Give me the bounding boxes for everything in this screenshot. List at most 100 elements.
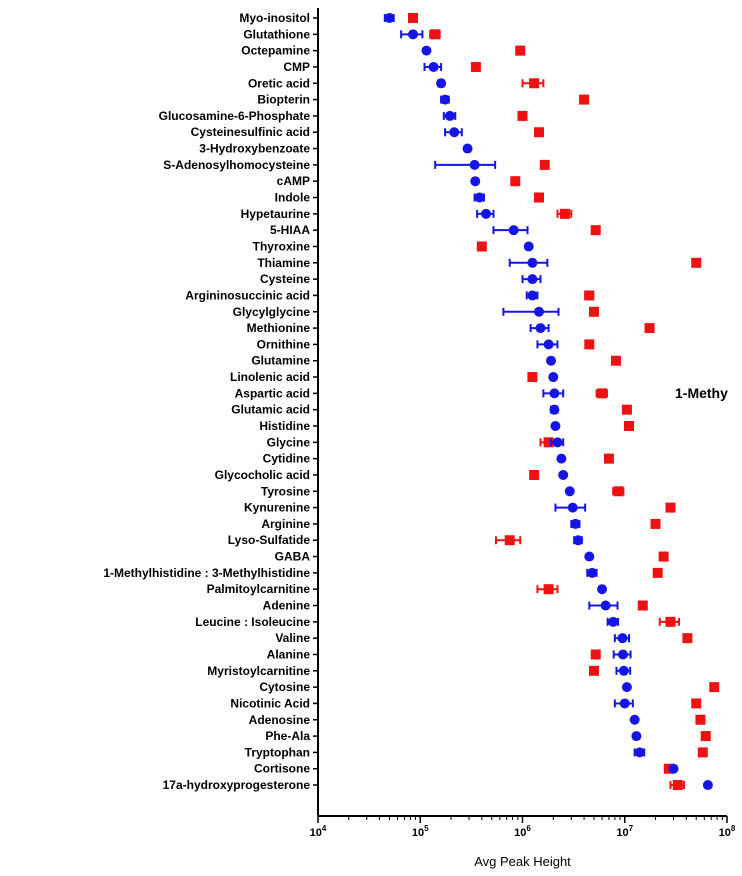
category-label: Glucosamine-6-Phosphate [159,109,311,123]
data-point-circle [546,355,557,366]
data-point-square [529,78,540,89]
data-point-square [610,355,621,366]
category-label: Kynurenine [244,501,310,515]
data-point-square [658,551,669,562]
category-label: Valine [275,631,310,645]
category-labels: Myo-inositol Glutathione Octepamine CMP Oret… [103,11,310,792]
category-label: Nicotinic Acid [230,696,310,710]
category-label: Lyso-Sulfatide [228,533,311,547]
data-point-square [533,192,544,203]
data-point-circle [597,584,608,595]
data-point-square [588,306,599,317]
x-tick-label: 107 [616,824,633,839]
data-point-circle [549,404,560,415]
y-axis [313,8,319,816]
data-point-square [650,518,661,529]
data-point-square [597,388,608,399]
data-point-circle [600,600,611,611]
category-label: S-Adenosylhomocysteine [163,158,310,172]
category-label: Ornithine [257,337,311,351]
data-point-square [588,665,599,676]
data-point-square [652,567,663,578]
data-point-square [672,780,683,791]
data-point-square [682,633,693,644]
category-label: Cytidine [263,452,311,466]
data-point-square [691,257,702,268]
data-point-circle [631,731,642,742]
chart-annotation: 1-Methy [675,385,728,401]
category-label: Tyrosine [261,484,310,498]
data-point-square [543,437,554,448]
data-point-square [590,649,601,660]
data-point-circle [469,159,480,170]
data-point-square [603,453,614,464]
data-point-square [430,29,441,40]
category-label: Myo-inositol [239,11,310,25]
data-point-square [665,616,676,627]
data-point-circle [527,290,538,301]
category-label: Myristoylcarnitine [207,664,310,678]
data-point-circle [668,763,679,774]
category-label: Glutamine [251,354,310,368]
data-point-circle [558,469,569,480]
x-tick-label: 108 [719,824,736,839]
category-label: Argininosuccinic acid [185,288,310,302]
data-point-square [579,94,590,105]
data-point-circle [527,274,538,285]
data-point-circle [549,388,560,399]
category-label: Octepamine [241,44,310,58]
data-point-circle [573,535,584,546]
data-point-circle [584,551,595,562]
category-label: Hypetaurine [241,207,311,221]
data-point-circle [567,502,578,513]
data-point-square [539,159,550,170]
data-point-square [637,600,648,611]
data-point-square [504,535,515,546]
data-point-circle [608,616,619,627]
data-point-circle [552,437,563,448]
category-label: GABA [275,550,311,564]
data-point-circle [629,714,640,725]
category-label: Glutathione [243,27,310,41]
data-point-circle [543,339,554,350]
series-circles [383,13,713,791]
data-point-square [559,208,570,219]
data-point-circle [428,61,439,72]
category-label: Tryptophan [245,745,310,759]
x-axis-title: Avg Peak Height [474,854,571,869]
data-point-circle [523,241,534,252]
category-label: Adenosine [249,713,311,727]
data-point-square [529,469,540,480]
x-tick-label: 104 [310,824,327,839]
category-label: Arginine [261,517,310,531]
data-point-square [700,731,711,742]
category-label: Leucine : Isoleucine [195,615,310,629]
data-point-circle [570,518,581,529]
x-tick-label: 105 [412,824,429,839]
data-point-square [543,584,554,595]
data-point-square [527,372,538,383]
category-label: 3-Hydroxybenzoate [199,142,310,156]
data-point-circle [474,192,485,203]
data-point-square [510,176,521,187]
data-point-circle [436,78,447,89]
category-label: Methionine [247,321,311,335]
data-point-square [665,502,676,513]
data-point-circle [440,94,451,105]
category-label: Adenine [263,599,311,613]
data-point-circle [617,633,628,644]
data-point-circle [384,13,395,23]
data-point-square [408,13,419,23]
data-point-circle [634,747,645,758]
category-label: Indole [275,191,311,205]
category-label: Cysteinesulfinic acid [191,125,310,139]
category-label: Alanine [267,647,311,661]
data-series [383,13,720,791]
data-point-circle [533,306,544,317]
data-point-circle [421,45,432,56]
data-point-circle [587,567,598,578]
data-point-square [584,339,595,350]
category-label: cAMP [277,174,310,188]
data-point-circle [462,143,473,154]
x-tick-label: 106 [514,824,531,839]
